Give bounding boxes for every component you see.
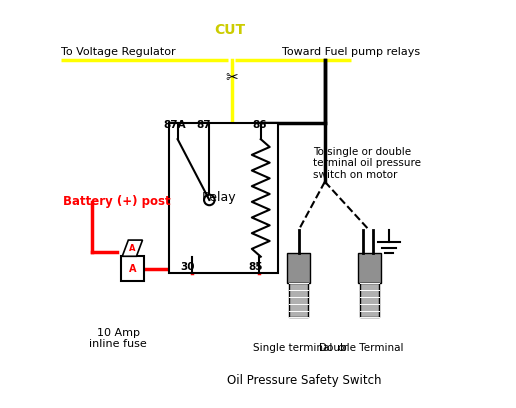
Text: 86: 86: [253, 120, 267, 130]
Text: To Voltage Regulator: To Voltage Regulator: [61, 47, 176, 57]
Text: ✂: ✂: [225, 70, 238, 85]
Text: A: A: [128, 264, 136, 274]
Text: 30: 30: [180, 262, 195, 272]
Polygon shape: [122, 240, 142, 256]
Text: 85: 85: [249, 262, 263, 272]
Text: Relay: Relay: [202, 191, 237, 204]
Bar: [169, 123, 278, 273]
Text: Single terminal: Single terminal: [253, 343, 332, 353]
Text: 87A: 87A: [164, 120, 186, 130]
Text: 10 Amp
inline fuse: 10 Amp inline fuse: [89, 328, 147, 349]
Bar: [289, 283, 308, 317]
Bar: [287, 253, 310, 283]
Bar: [360, 283, 379, 317]
Text: Toward Fuel pump relays: Toward Fuel pump relays: [282, 47, 421, 57]
Text: Double Terminal: Double Terminal: [319, 343, 404, 353]
Text: or: or: [337, 343, 348, 353]
Text: Oil Pressure Safety Switch: Oil Pressure Safety Switch: [228, 374, 382, 387]
Text: 87: 87: [196, 120, 211, 130]
Bar: [358, 253, 381, 283]
Text: Battery (+) post: Battery (+) post: [63, 195, 171, 208]
Text: A: A: [129, 244, 136, 253]
Text: CUT: CUT: [214, 23, 245, 37]
Bar: [121, 256, 143, 282]
Text: To single or double
terminal oil pressure
switch on motor: To single or double terminal oil pressur…: [313, 147, 421, 180]
